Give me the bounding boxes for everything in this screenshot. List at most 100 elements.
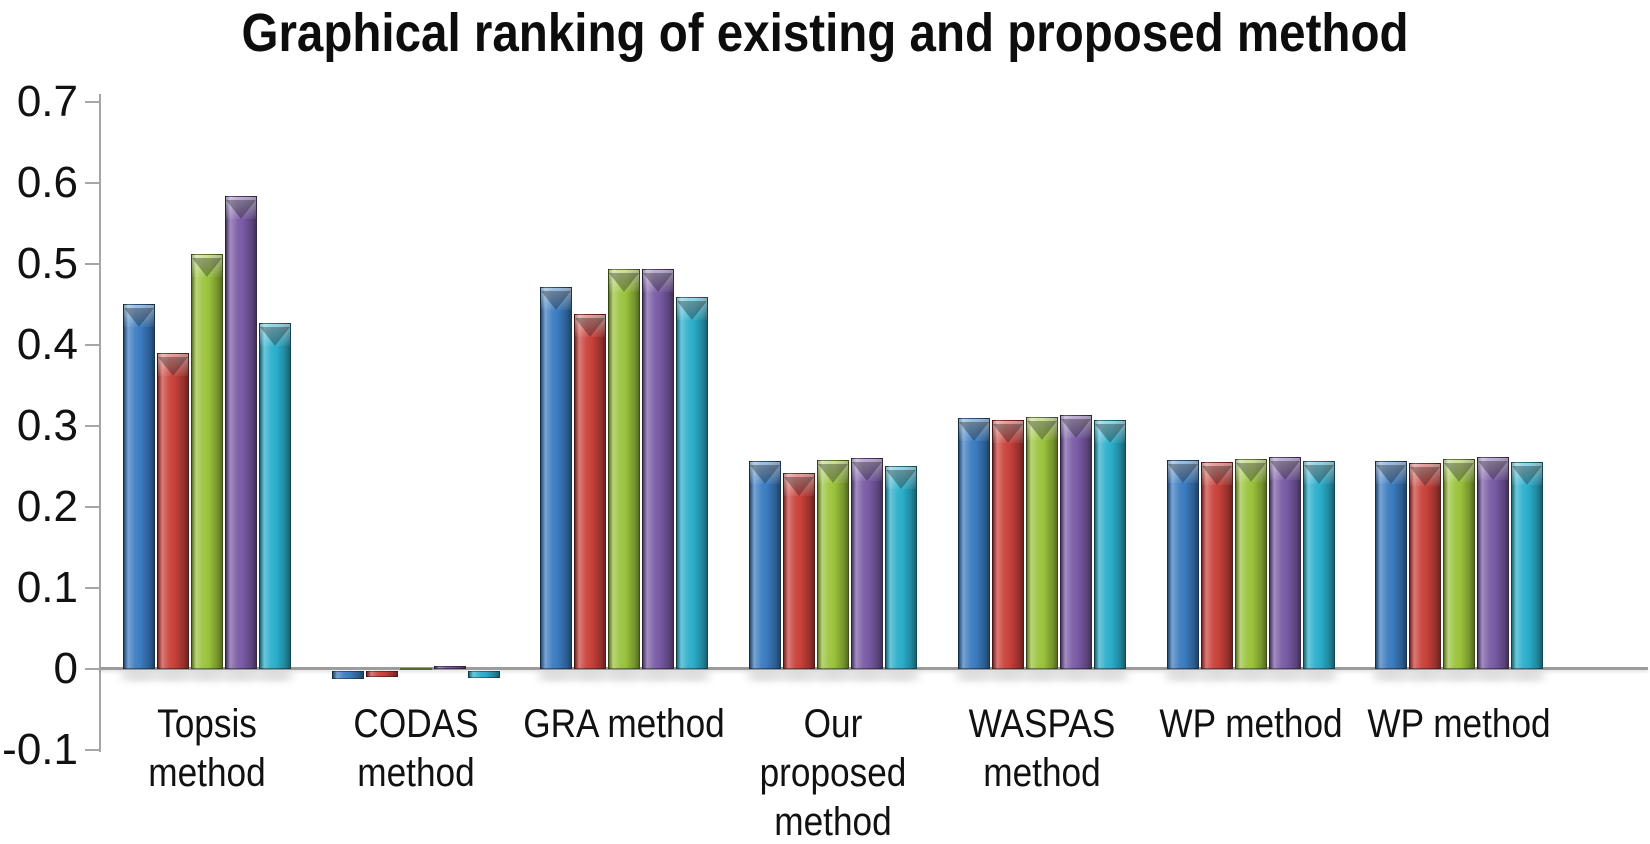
bar-ground-shadow [1023,672,1061,680]
bar-ground-shadow [1440,672,1478,680]
bar-bevel-chevron [750,465,780,484]
bar-green-3 [608,269,640,669]
bar-red-7 [1409,463,1441,669]
bar-bevel-chevron [1444,463,1474,482]
bar-bevel-chevron [541,291,571,310]
category-label-4: Our proposed method [719,700,948,844]
bar-bevel-chevron [260,327,290,346]
bar-ground-shadow [537,672,575,680]
bar-purple-2 [434,666,466,669]
bar-red-1 [157,353,189,669]
bar-bevel-highlight [784,474,814,496]
category-label-2: CODAS method [302,700,531,798]
bar-bevel-highlight [158,354,188,376]
bar-bevel-chevron [124,308,154,327]
bar-bevel-chevron [226,200,256,219]
bar-bevel-highlight [1061,416,1091,438]
bar-purple-3 [642,269,674,669]
y-tick-label: 0.2 [16,482,78,531]
bar-purple-6 [1269,457,1301,669]
bar-cyan-4 [885,466,917,669]
bar-bevel-chevron [609,273,639,292]
bar-red-6 [1201,462,1233,669]
bar-bevel-chevron [192,258,222,277]
bar-bevel-chevron [1202,466,1232,485]
bar-bevel-highlight [993,421,1023,443]
bar-bevel-highlight [1410,464,1440,486]
bar-blue-1 [123,304,155,669]
bar-bevel-highlight [959,419,989,441]
bar-ground-shadow [1266,672,1304,680]
bar-ground-shadow [746,672,784,680]
y-axis-line [99,94,101,752]
bar-ground-shadow [605,672,643,680]
category-label-1: Topsis method [93,700,322,798]
category-label-line: method [983,751,1101,795]
bar-purple-7 [1477,457,1509,669]
bar-ground-shadow [1057,672,1095,680]
category-label-6: WP method [1137,700,1366,749]
bar-green-1 [191,254,223,669]
bar-blue-3 [540,287,572,669]
bar-green-4 [817,460,849,669]
bar-ground-shadow [814,672,852,680]
y-axis-tick [85,668,100,670]
bar-cyan-5 [1094,420,1126,669]
category-label-line: Our [803,702,863,746]
bar-bevel-highlight [1027,418,1057,440]
bar-purple-1 [225,196,257,669]
y-axis-tick [85,425,100,427]
bar-red-2 [366,671,398,677]
category-label-line: CODAS [353,702,479,746]
bar-bevel-highlight [1444,460,1474,482]
bar-blue-7 [1375,461,1407,669]
bar-red-3 [574,314,606,669]
bar-bevel-highlight [609,270,639,292]
category-label-line: GRA method [523,702,725,746]
bar-cyan-1 [259,323,291,669]
bar-ground-shadow [571,672,609,680]
bar-bevel-highlight [1270,458,1300,480]
bar-bevel-chevron [643,273,673,292]
y-axis-tick [85,344,100,346]
bar-bevel-chevron [1270,461,1300,480]
bar-bevel-highlight [260,324,290,346]
bar-cyan-3 [676,297,708,669]
bar-bevel-highlight [1478,458,1508,480]
bar-cyan-6 [1303,461,1335,669]
category-label-line: WP method [1159,702,1343,746]
y-tick-label: 0.4 [16,320,78,369]
chart-title: Graphical ranking of existing and propos… [241,3,1409,63]
bar-ground-shadow [1508,672,1546,680]
bar-bevel-highlight [852,459,882,481]
bar-bevel-chevron [1478,461,1508,480]
bar-bevel-chevron [575,318,605,337]
bar-bevel-chevron [1095,424,1125,443]
y-tick-label: 0.5 [16,239,78,288]
bar-bevel-chevron [1168,464,1198,483]
bar-bevel-chevron [818,464,848,483]
bar-bevel-chevron [1304,465,1334,484]
category-label-line: method [148,751,266,795]
bar-blue-6 [1167,460,1199,669]
bar-bevel-chevron [959,422,989,441]
bar-blue-5 [958,418,990,669]
y-tick-label: 0.6 [16,158,78,207]
bar-bevel-highlight [818,461,848,483]
bar-bevel-chevron [1061,419,1091,438]
bar-ground-shadow [673,672,711,680]
bar-bevel-highlight [677,298,707,320]
category-label-line: WASPAS [968,702,1116,746]
y-axis-tick [85,101,100,103]
bar-ground-shadow [188,672,226,680]
bar-green-5 [1026,417,1058,669]
category-label-line: WP method [1367,702,1551,746]
bar-ground-shadow [1406,672,1444,680]
bar-bevel-chevron [886,470,916,489]
bar-bevel-highlight [886,467,916,489]
bar-bevel-highlight [226,197,256,219]
bar-ground-shadow [222,672,260,680]
bar-ground-shadow [1474,672,1512,680]
bar-ground-shadow [120,672,158,680]
